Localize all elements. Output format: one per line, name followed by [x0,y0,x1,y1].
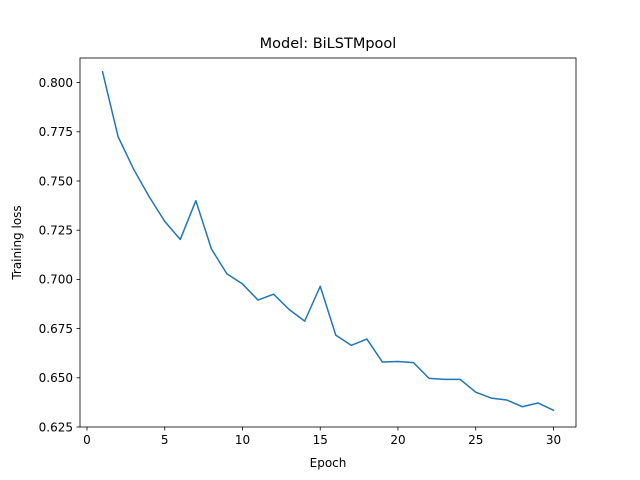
training-loss-line [101,70,555,412]
data-point [179,238,181,241]
y-tick-label: 0.725 [39,224,73,238]
series-layer [101,70,555,412]
data-point [521,406,523,408]
data-point [397,360,399,363]
y-axis-ticks: 0.625 0.650 0.675 0.700 0.725 0.750 0.775 0.800 [39,76,80,434]
y-tick-label: 0.800 [39,76,73,90]
x-tick-label: 0 [83,433,91,447]
y-tick-label: 0.700 [39,273,73,287]
x-tick-label: 5 [161,433,169,447]
data-point [381,361,384,363]
data-point [459,378,461,380]
data-point [164,220,166,222]
y-tick-label: 0.775 [39,125,73,139]
x-axis-label: Epoch [310,456,347,470]
data-point [428,377,430,379]
x-tick-label: 20 [390,433,405,447]
data-point [210,248,212,250]
data-point [537,402,539,404]
y-tick-label: 0.650 [39,371,73,385]
data-point [101,71,104,73]
data-point [226,273,228,275]
data-point [195,200,197,202]
data-point [475,391,477,393]
data-point [117,136,119,138]
x-tick-label: 30 [546,433,561,447]
y-tick-label: 0.750 [39,174,73,188]
data-point [304,320,306,322]
data-point [241,283,244,285]
y-axis-label: Training loss [10,205,24,280]
x-axis-ticks: 0 5 10 15 20 25 30 [83,427,561,447]
data-point [366,338,368,340]
data-point [444,378,446,380]
data-point [350,344,352,346]
x-tick-label: 10 [235,433,250,447]
data-point [148,196,150,198]
data-point [506,399,508,401]
data-point [288,308,290,311]
data-point [272,293,275,295]
data-point [335,334,337,336]
y-tick-label: 0.675 [39,322,73,336]
chart-title: Model: BiLSTMpool [260,36,397,52]
data-point [133,168,135,170]
data-point [552,409,555,411]
data-point [490,397,492,399]
y-tick-label: 0.625 [39,420,73,434]
data-point [257,299,259,301]
x-tick-label: 15 [313,433,328,447]
x-tick-label: 25 [468,433,483,447]
data-point [319,285,321,287]
plot-frame [79,57,577,428]
data-point [412,362,415,364]
